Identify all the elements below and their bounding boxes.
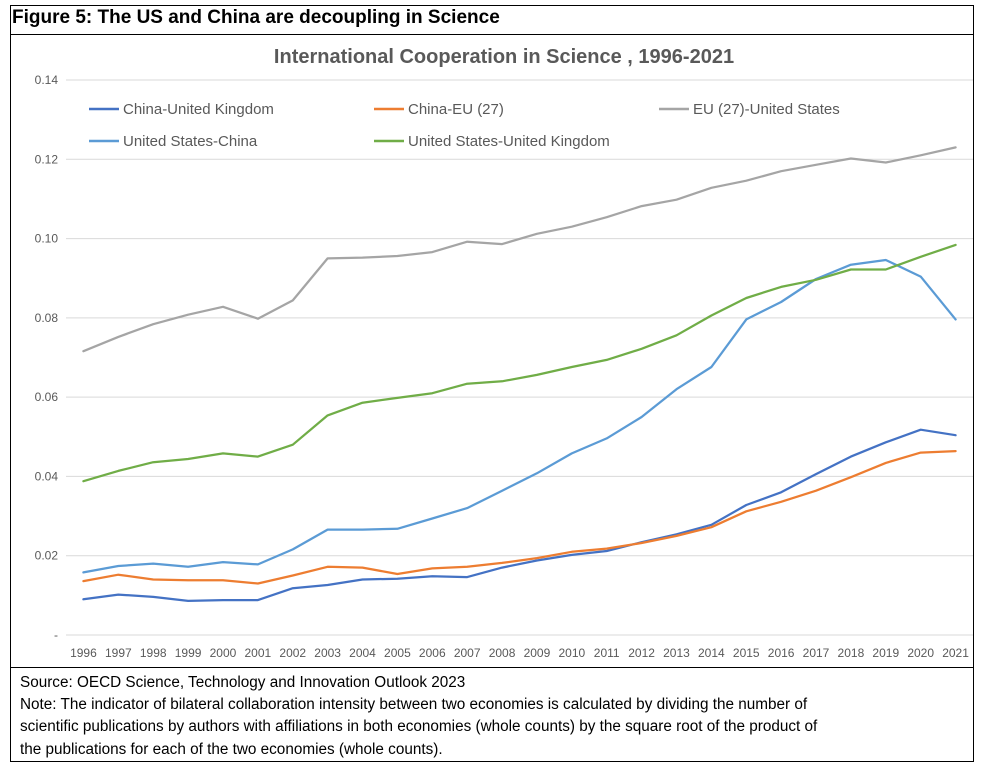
note-line: the publications for each of the two eco… <box>20 740 443 758</box>
legend-label: China-United Kingdom <box>123 101 274 118</box>
x-tick-label: 2020 <box>907 646 934 660</box>
y-tick-label: 0.08 <box>35 311 59 325</box>
x-tick-label: 2010 <box>558 646 585 660</box>
y-tick-label: 0.04 <box>35 469 59 483</box>
x-tick-label: 2018 <box>838 646 865 660</box>
y-tick-label: 0.14 <box>35 73 59 87</box>
x-tick-label: 2014 <box>698 646 725 660</box>
x-tick-label: 2000 <box>210 646 237 660</box>
series-line <box>82 428 957 603</box>
legend-label: EU (27)-United States <box>693 101 840 118</box>
legend-label: United States-United Kingdom <box>408 133 610 150</box>
x-tick-label: 2012 <box>628 646 655 660</box>
figure-title: Figure 5: The US and China are decouplin… <box>12 7 500 28</box>
y-tick-label: 0.02 <box>35 549 59 563</box>
x-tick-label: 2008 <box>489 646 516 660</box>
x-tick-label: 1999 <box>175 646 202 660</box>
x-tick-label: 2015 <box>733 646 760 660</box>
title-divider <box>10 34 974 35</box>
line-chart: International Cooperation in Science , 1… <box>35 46 973 660</box>
x-tick-label: 2021 <box>942 646 969 660</box>
footer: Source: OECD Science, Technology and Inn… <box>20 672 965 761</box>
x-tick-label: 2017 <box>803 646 830 660</box>
x-tick-label: 2011 <box>594 646 620 660</box>
x-tick-label: 1998 <box>140 646 167 660</box>
y-tick-label: 0.06 <box>35 390 59 404</box>
x-tick-label: 2001 <box>245 646 272 660</box>
footer-divider <box>10 667 974 668</box>
gridlines <box>66 79 973 636</box>
series-line <box>82 243 957 483</box>
x-tick-label: 2004 <box>349 646 376 660</box>
y-tick-label: 0.10 <box>35 232 59 246</box>
y-axis-ticks: - 0.02 0.04 0.06 0.08 0.10 0.12 0.14 <box>35 73 59 642</box>
x-tick-label: 2007 <box>454 646 481 660</box>
x-tick-label: 2019 <box>872 646 899 660</box>
series-line <box>82 449 957 585</box>
legend-label: United States-China <box>123 133 258 150</box>
x-tick-label: 1996 <box>70 646 97 660</box>
x-tick-label: 2016 <box>768 646 795 660</box>
x-tick-label: 2003 <box>314 646 341 660</box>
x-tick-label: 2006 <box>419 646 446 660</box>
figure-frame <box>10 5 974 762</box>
y-tick-label: - <box>54 628 58 642</box>
x-tick-label: 2009 <box>524 646 551 660</box>
legend-label: China-EU (27) <box>408 101 504 118</box>
x-tick-label: 2002 <box>279 646 306 660</box>
series-lines <box>82 146 957 603</box>
y-tick-label: 0.12 <box>35 152 59 166</box>
x-tick-label: 2005 <box>384 646 411 660</box>
x-axis-ticks: 1996 1997 1998 1999 2000 2001 2002 2003 2004 2005… <box>70 646 969 660</box>
chart-title: International Cooperation in Science , 1… <box>274 46 734 68</box>
series-line <box>82 146 957 353</box>
x-tick-label: 2013 <box>663 646 690 660</box>
x-tick-label: 1997 <box>105 646 132 660</box>
series-line <box>82 258 957 574</box>
legend: China-United Kingdom China-EU (27) EU (27)… <box>89 101 840 150</box>
note-line: Note: The indicator of bilateral collabo… <box>20 696 808 714</box>
note-line: scientific publications by authors with … <box>20 718 818 736</box>
source-text: Source: OECD Science, Technology and Inn… <box>20 674 466 691</box>
